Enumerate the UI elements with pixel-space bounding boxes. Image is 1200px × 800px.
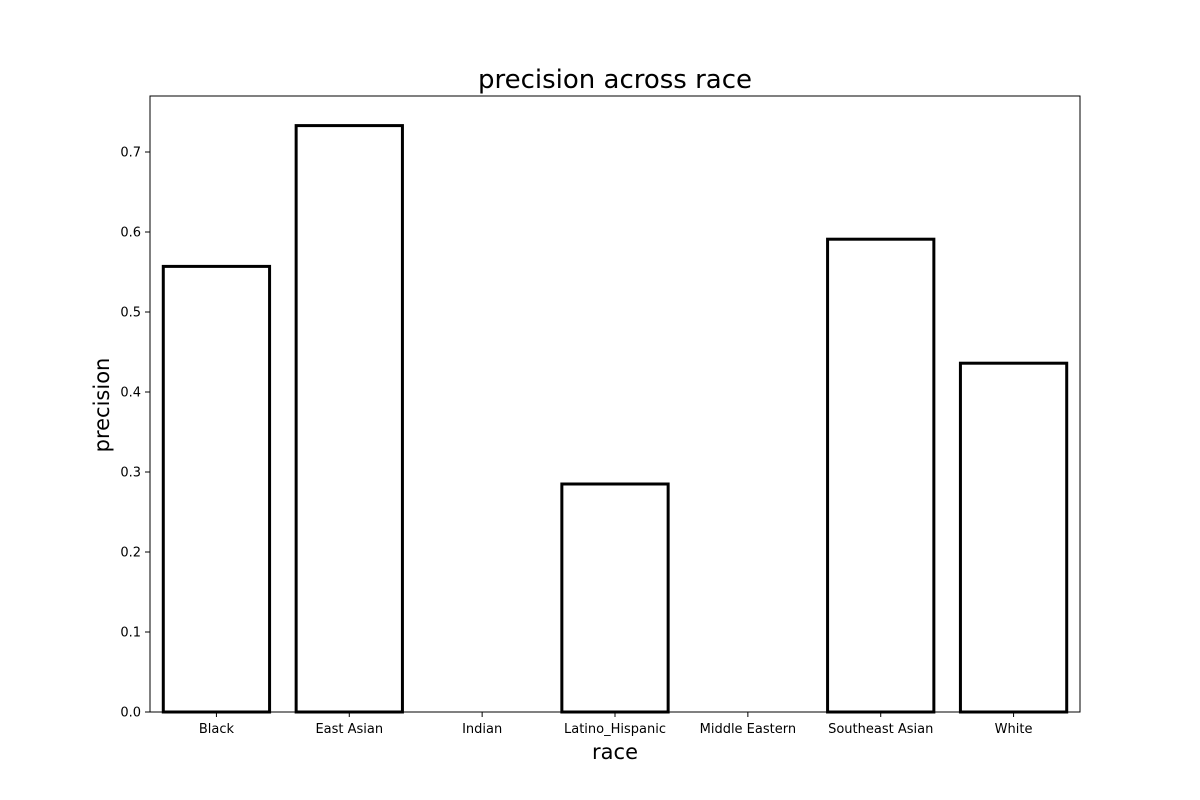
x-tick-label: Indian — [462, 722, 502, 737]
bar-southeast-asian — [826, 237, 936, 714]
y-tick-label: 0.3 — [120, 466, 141, 481]
y-tick-label: 0.1 — [120, 626, 141, 641]
x-tick-label: Middle Eastern — [700, 722, 796, 737]
bar-white — [958, 361, 1069, 714]
bar-east-asian — [294, 124, 404, 714]
x-axis-label: race — [592, 740, 638, 764]
bars-layer — [161, 124, 1069, 714]
chart-title: precision across race — [478, 65, 752, 95]
x-tick-label: Southeast Asian — [828, 722, 933, 737]
y-tick-label: 0.2 — [120, 546, 141, 561]
bar-latino-hispanic — [560, 482, 670, 714]
y-tick-label: 0.5 — [120, 306, 141, 321]
x-tick-label: Latino_Hispanic — [564, 722, 666, 737]
y-tick-label: 0.4 — [120, 386, 141, 401]
x-tick-label: East Asian — [315, 722, 383, 737]
x-tick-label: Black — [199, 722, 235, 737]
y-tick-label: 0.0 — [120, 706, 141, 721]
bar-black — [161, 264, 272, 714]
axes-layer: Black East Asian Indian Latino_Hispanic Midd… — [120, 95, 1081, 737]
y-axis-label: precision — [90, 358, 114, 453]
plot-frame — [149, 95, 1081, 713]
y-tick-label: 0.7 — [120, 146, 141, 161]
x-tick-label: White — [995, 722, 1033, 737]
y-tick-label: 0.6 — [120, 226, 141, 241]
